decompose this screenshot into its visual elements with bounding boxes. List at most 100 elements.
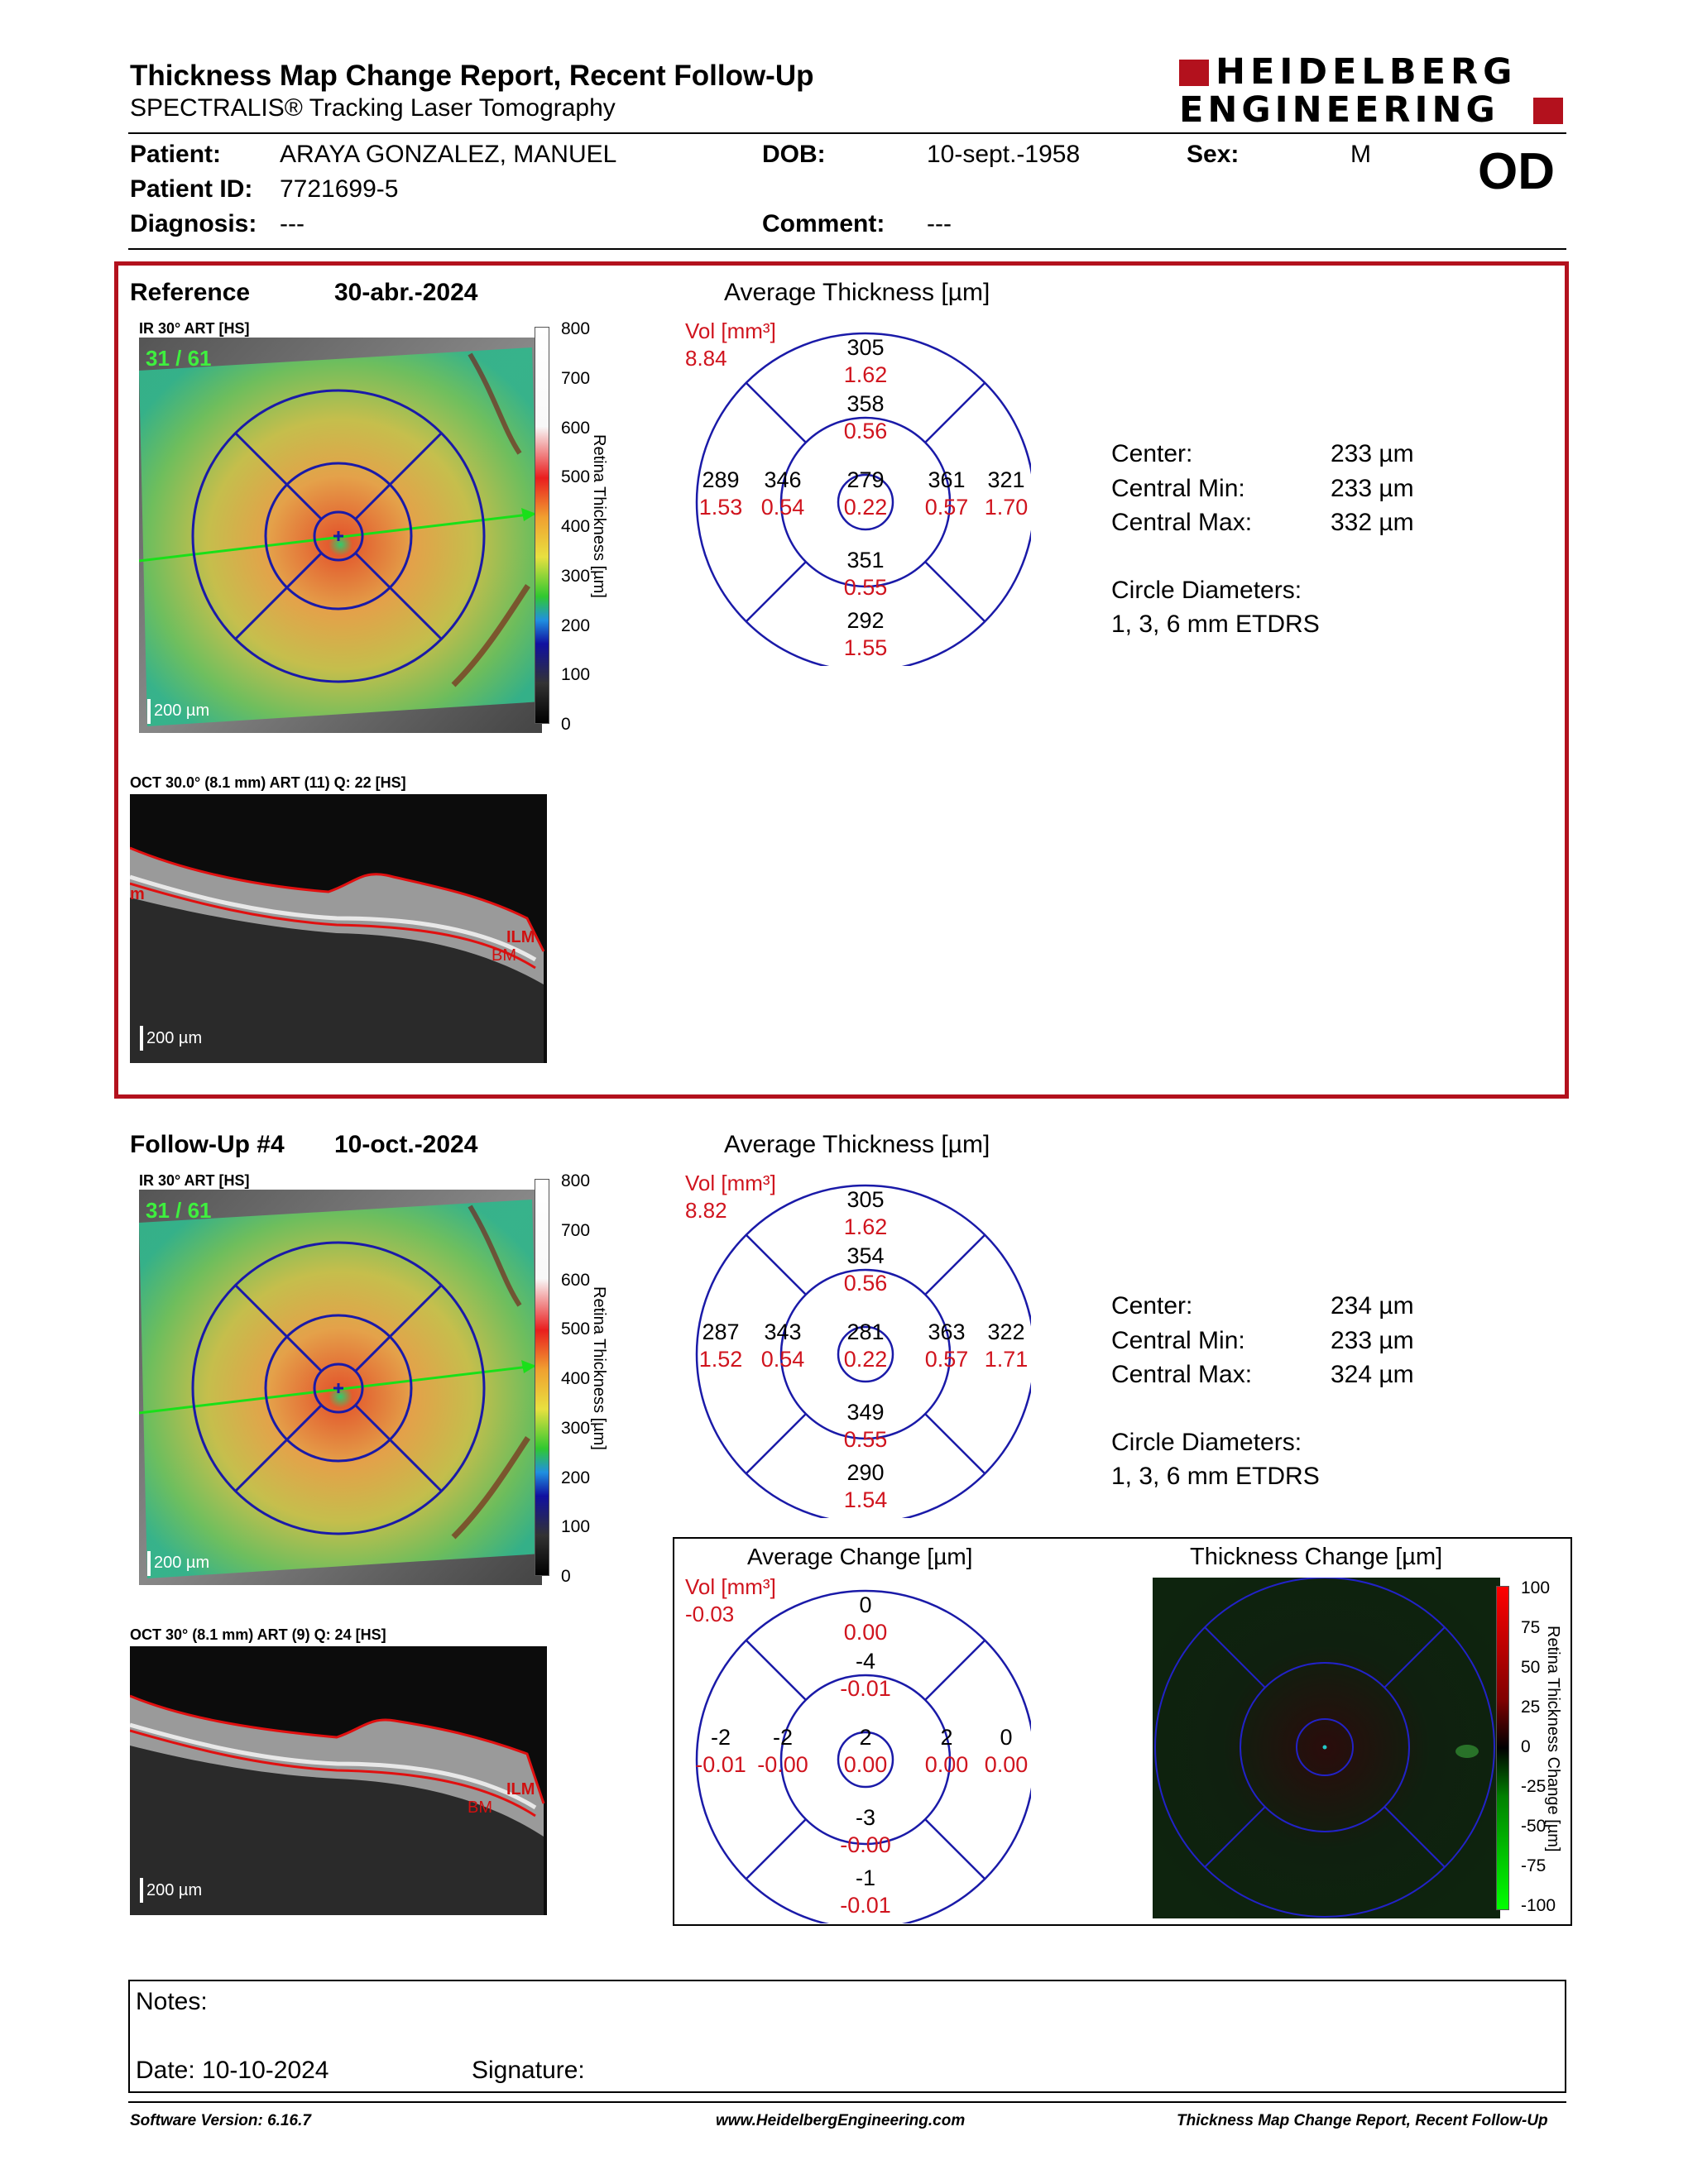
- comment-label: Comment:: [762, 210, 885, 237]
- reference-min-value: 233 µm: [1331, 475, 1414, 502]
- change-sector-outer-bottom-thickness: -1: [855, 1866, 875, 1890]
- footer-divider: [128, 2101, 1566, 2103]
- change-sector-inner-left-thickness: -2: [772, 1725, 793, 1750]
- followup-oct-scan: ILM BM 200 µm: [129, 1646, 547, 1915]
- followup-scale-tick: 200: [561, 1468, 591, 1487]
- patient-name: ARAYA GONZALEZ, MANUEL: [280, 141, 617, 168]
- signature-label: Signature:: [472, 2057, 585, 2084]
- eye-label: OD: [1478, 143, 1555, 200]
- reference-sector-inner-left-volume: 0.54: [760, 495, 805, 520]
- reference-max-value: 332 µm: [1331, 509, 1414, 536]
- patient-divider: [128, 248, 1566, 250]
- reference-sector-outer-right-thickness: 321: [987, 467, 1025, 492]
- change-sector-outer-bottom-volume: -0.01: [840, 1893, 891, 1918]
- reference-oct-scale-label: 200 µm: [146, 1029, 203, 1047]
- change-scale-tick: -25: [1521, 1777, 1547, 1796]
- followup-sector-inner-left-thickness: 343: [764, 1320, 802, 1344]
- followup-oct-scale-bar: [140, 1878, 143, 1903]
- followup-center-value: 234 µm: [1331, 1292, 1414, 1320]
- change-vol-label: Vol [mm³]: [685, 1574, 776, 1599]
- reference-scale-tick: 100: [561, 665, 591, 685]
- sex-value: M: [1350, 141, 1371, 168]
- patient-id-label: Patient ID:: [130, 175, 253, 203]
- reference-sector-outer-bottom-thickness: 292: [846, 608, 885, 633]
- header-divider: [128, 132, 1566, 134]
- reference-center-label: Center:: [1111, 440, 1193, 467]
- reference-scale-tick: 500: [561, 467, 591, 487]
- report-title: Thickness Map Change Report, Recent Foll…: [130, 60, 814, 92]
- change-scale-tick: 75: [1521, 1618, 1541, 1637]
- diagnosis-label: Diagnosis:: [130, 210, 257, 237]
- change-scale-tick: -75: [1521, 1856, 1547, 1875]
- change-sector-center-thickness: 2: [859, 1725, 872, 1750]
- change-sector-inner-right-thickness: 2: [940, 1725, 953, 1750]
- change-panel: [673, 1537, 1572, 1926]
- change-color-scale: [1496, 1586, 1509, 1910]
- reference-vol-label: Vol [mm³]: [685, 318, 776, 343]
- reference-sector-outer-top-thickness: 305: [846, 335, 885, 360]
- followup-min-value: 233 µm: [1331, 1327, 1414, 1354]
- followup-scale-tick: 600: [561, 1270, 591, 1290]
- followup-sector-inner-right-thickness: 363: [928, 1320, 966, 1344]
- dob-label: DOB:: [762, 141, 826, 168]
- reference-min-label: Central Min:: [1111, 475, 1245, 502]
- followup-center-label: Center:: [1111, 1292, 1193, 1320]
- reference-frame-count: 31 / 61: [146, 346, 212, 371]
- patient-id-value: 7721699-5: [280, 175, 399, 203]
- reference-title: Reference: [130, 279, 251, 306]
- change-sector-outer-right-volume: 0.00: [984, 1752, 1029, 1777]
- notes-panel[interactable]: [128, 1980, 1566, 2093]
- change-sector-inner-bottom-thickness: -3: [855, 1805, 875, 1830]
- reference-sector-inner-top-volume: 0.56: [843, 419, 888, 443]
- report-subtitle: SPECTRALIS® Tracking Laser Tomography: [130, 94, 616, 122]
- change-scale-tick: -100: [1521, 1896, 1556, 1915]
- followup-date: 10-oct.-2024: [334, 1131, 478, 1158]
- followup-scale-bar: [147, 1551, 151, 1576]
- reference-scale-tick: 600: [561, 418, 591, 438]
- reference-ir-label: IR 30° ART [HS]: [139, 320, 250, 337]
- reference-scale-label: 200 µm: [154, 702, 210, 720]
- change-scale-tick: 100: [1521, 1578, 1551, 1597]
- reference-max-label: Central Max:: [1111, 509, 1253, 536]
- reference-date: 30-abr.-2024: [334, 279, 478, 306]
- followup-sector-outer-top-thickness: 305: [846, 1187, 885, 1212]
- change-vol-value: -0.03: [685, 1602, 735, 1626]
- followup-sector-outer-right-volume: 1.71: [984, 1347, 1029, 1372]
- followup-color-scale: [535, 1179, 626, 1584]
- followup-ir-label: IR 30° ART [HS]: [139, 1172, 250, 1189]
- change-sector-outer-top-thickness: 0: [859, 1592, 872, 1617]
- followup-sector-outer-right-thickness: 322: [987, 1320, 1025, 1344]
- change-scale-tick: 50: [1521, 1658, 1541, 1677]
- footer-software: Software Version: 6.16.7: [130, 2112, 311, 2129]
- logo-line-1: HEIDELBERG: [1216, 51, 1518, 93]
- reference-scale-tick: 200: [561, 615, 591, 635]
- reference-ilm-label: ILM: [506, 928, 535, 946]
- followup-sector-outer-bottom-volume: 1.54: [843, 1487, 888, 1512]
- followup-scale-tick: 500: [561, 1320, 591, 1339]
- reference-thickness-map: 31 / 61 200 µm: [138, 338, 542, 733]
- change-sector-inner-top-thickness: -4: [855, 1649, 875, 1674]
- change-sector-inner-right-volume: 0.00: [924, 1752, 969, 1777]
- reference-scale-tick: 700: [561, 368, 591, 388]
- reference-panel: [114, 261, 1569, 1099]
- reference-sector-inner-left-thickness: 346: [764, 467, 802, 492]
- followup-sector-inner-left-volume: 0.54: [760, 1347, 805, 1372]
- followup-diam-label: Circle Diameters:: [1111, 1429, 1302, 1456]
- followup-scale-label: 200 µm: [154, 1554, 210, 1572]
- change-scale-tick: 0: [1521, 1737, 1531, 1756]
- followup-scale-tick: 400: [561, 1369, 591, 1388]
- reference-sector-outer-top-volume: 1.62: [843, 362, 888, 387]
- followup-sector-center-volume: 0.22: [843, 1347, 888, 1372]
- followup-scale-tick: 700: [561, 1220, 591, 1240]
- reference-oct-label: OCT 30.0° (8.1 mm) ART (11) Q: 22 [HS]: [130, 774, 406, 791]
- followup-avg-title: Average Thickness [µm]: [724, 1131, 990, 1158]
- footer-url[interactable]: www.HeidelbergEngineering.com: [716, 2112, 966, 2129]
- change-sector-inner-left-volume: -0.00: [757, 1752, 808, 1777]
- change-scale-tick: 25: [1521, 1698, 1541, 1717]
- change-scale-tick: -50: [1521, 1817, 1547, 1836]
- diagnosis-value: ---: [280, 210, 305, 237]
- change-sector-center-volume: 0.00: [843, 1752, 888, 1777]
- reference-sector-outer-bottom-volume: 1.55: [843, 635, 888, 660]
- reference-bm-label: BM: [492, 946, 516, 965]
- change-avg-title: Average Change [µm]: [747, 1544, 973, 1569]
